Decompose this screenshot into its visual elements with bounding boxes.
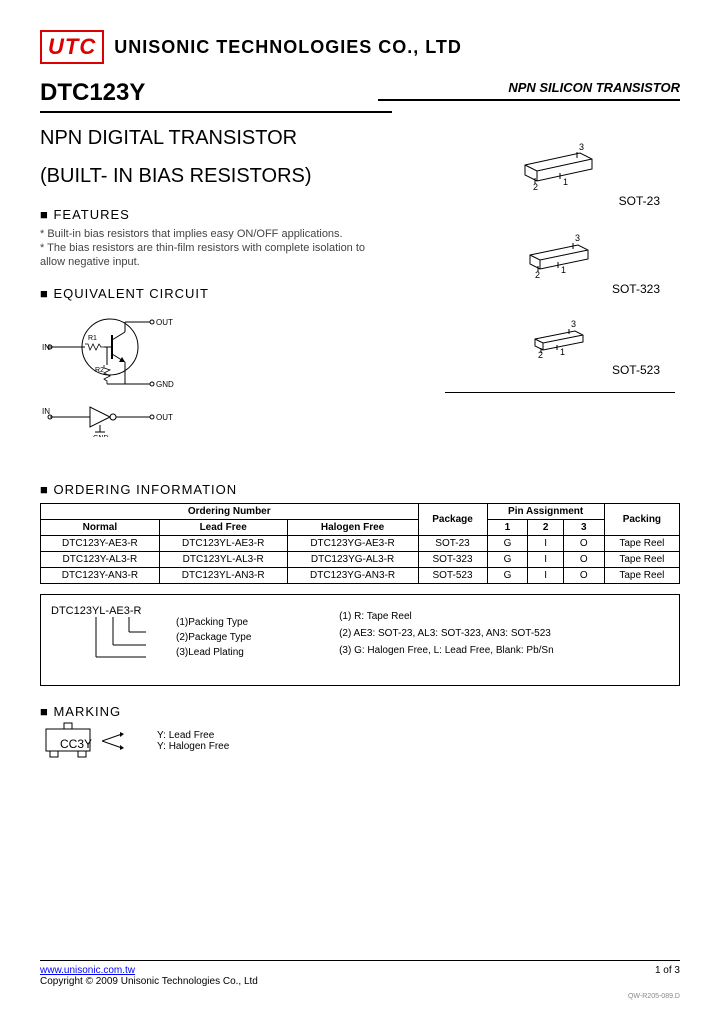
- svg-text:1: 1: [563, 177, 568, 187]
- svg-text:1: 1: [560, 347, 565, 357]
- marking-code: CC3Y: [50, 731, 102, 757]
- package-sot23: 3 1 2 SOT-23: [445, 130, 675, 208]
- part-number: DTC123Y: [40, 79, 145, 107]
- package-sot323: 3 1 2 SOT-323: [445, 223, 675, 296]
- svg-text:GND: GND: [93, 435, 109, 437]
- marking-notes: Y: Lead Free Y: Halogen Free: [157, 730, 229, 752]
- doc-id: QW-R205-089.D: [628, 993, 680, 1000]
- page-footer: www.unisonic.com.tw Copyright © 2009 Uni…: [40, 960, 680, 987]
- logo: UTC: [40, 30, 104, 64]
- svg-text:2: 2: [533, 182, 538, 190]
- label-in: IN: [42, 343, 50, 352]
- label-gnd: GND: [156, 380, 174, 389]
- part-number-decode: DTC123YL-AE3-R (1)Packing Type (2)Packag…: [40, 594, 680, 686]
- svg-text:3: 3: [575, 233, 580, 243]
- svg-text:2: 2: [535, 270, 540, 278]
- svg-text:IN: IN: [42, 407, 50, 416]
- svg-text:1: 1: [561, 265, 566, 275]
- footer-url[interactable]: www.unisonic.com.tw: [40, 965, 135, 976]
- svg-text:OUT: OUT: [156, 413, 173, 422]
- table-row: DTC123Y-AL3-RDTC123YL-AL3-RDTC123YG-AL3-…: [41, 552, 680, 568]
- section-marking: MARKING: [40, 704, 680, 719]
- product-type: NPN SILICON TRANSISTOR: [378, 80, 680, 95]
- ordering-table: Ordering Number Package Pin Assignment P…: [40, 503, 680, 584]
- svg-text:3: 3: [579, 142, 584, 152]
- package-sot523: 3 1 2 SOT-523: [445, 311, 675, 377]
- label-out: OUT: [156, 318, 173, 327]
- table-row: DTC123Y-AE3-RDTC123YL-AE3-RDTC123YG-AE3-…: [41, 536, 680, 552]
- svg-text:2: 2: [538, 350, 543, 359]
- page-number: 1 of 3: [655, 965, 680, 987]
- section-ordering: ORDERING INFORMATION: [40, 482, 680, 497]
- label-r2: R2: [95, 367, 104, 374]
- table-row: DTC123Y-AN3-RDTC123YL-AN3-RDTC123YG-AN3-…: [41, 568, 680, 584]
- label-r1: R1: [88, 335, 97, 342]
- company-name: UNISONIC TECHNOLOGIES CO., LTD: [114, 37, 462, 58]
- svg-text:3: 3: [571, 319, 576, 329]
